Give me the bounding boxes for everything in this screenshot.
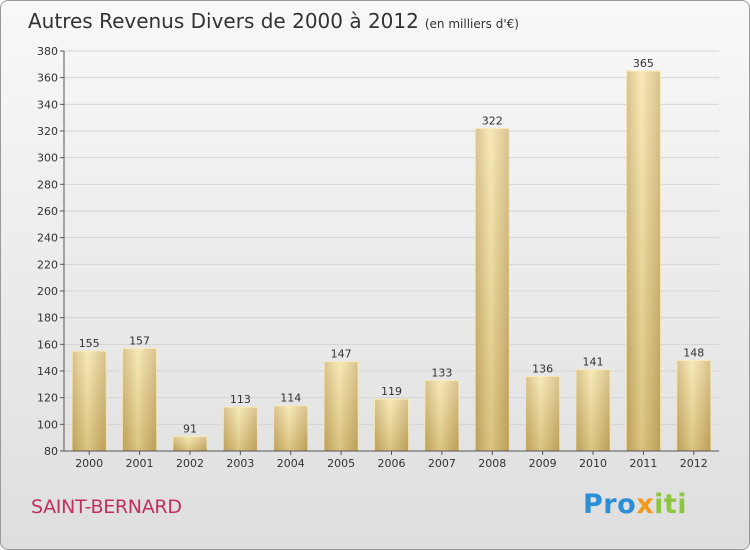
y-tick-label: 140 xyxy=(37,365,58,378)
x-tick-label: 2007 xyxy=(428,457,456,470)
bar-shade xyxy=(223,407,258,451)
x-tick-label: 2003 xyxy=(226,457,254,470)
bar-shade xyxy=(576,369,611,451)
chart-title-text: Autres Revenus Divers de 2000 à 2012 xyxy=(28,9,419,33)
chart-subtitle: (en milliers d'€) xyxy=(424,17,519,31)
logo-letter: o xyxy=(617,489,637,520)
y-tick-label: 240 xyxy=(37,232,58,245)
bar-value-label: 155 xyxy=(79,337,100,350)
bar-shade xyxy=(525,376,560,451)
logo-letter: P xyxy=(583,489,604,520)
bar-value-label: 141 xyxy=(583,356,604,369)
x-tick-label: 2005 xyxy=(327,457,355,470)
bar-value-label: 147 xyxy=(331,348,352,361)
bar-shade xyxy=(374,399,409,451)
bar-value-label: 322 xyxy=(482,114,503,127)
y-tick-label: 120 xyxy=(37,392,58,405)
bar-layer: 155 157 91 113 114 147 119 133 322 136 141 365 148 xyxy=(71,57,712,452)
bar-shade xyxy=(273,405,308,451)
y-tick-label: 100 xyxy=(37,418,58,431)
y-tick-label: 260 xyxy=(37,205,58,218)
y-tick-label: 220 xyxy=(37,258,58,271)
bar-value-label: 91 xyxy=(183,422,197,435)
y-tick-label: 160 xyxy=(37,338,58,351)
x-tick-label: 2008 xyxy=(478,457,506,470)
bar-shade xyxy=(475,128,510,451)
bar-shade xyxy=(324,361,359,451)
x-tick-label: 2002 xyxy=(176,457,204,470)
bar-shade xyxy=(676,360,711,451)
y-tick-label: 320 xyxy=(37,125,58,138)
bar-value-label: 365 xyxy=(633,57,654,70)
y-tick-label: 80 xyxy=(44,445,58,458)
y-tick-label: 280 xyxy=(37,178,58,191)
x-tick-label: 2000 xyxy=(75,457,103,470)
x-tick-label: 2012 xyxy=(680,457,708,470)
logo-letter: i xyxy=(654,489,664,520)
bar-shade xyxy=(172,436,207,451)
proxiti-logo[interactable]: Proxiti xyxy=(583,489,687,520)
bar-value-label: 119 xyxy=(381,385,402,398)
logo-letter: t xyxy=(663,489,678,520)
bar-value-label: 114 xyxy=(280,392,301,405)
axis-layer: 80 100 120 140 160 180 200 220 240 260 280 300 320 34… xyxy=(37,45,719,470)
y-tick-label: 200 xyxy=(37,285,58,298)
bar-shade xyxy=(72,351,107,451)
x-tick-label: 2001 xyxy=(126,457,154,470)
bar-value-label: 136 xyxy=(532,362,553,375)
x-tick-label: 2009 xyxy=(529,457,557,470)
y-tick-label: 300 xyxy=(37,152,58,165)
y-tick-label: 360 xyxy=(37,72,58,85)
logo-letter: r xyxy=(603,489,618,520)
logo-letter: i xyxy=(677,489,688,520)
y-tick-label: 380 xyxy=(37,45,58,58)
y-tick-label: 340 xyxy=(37,98,58,111)
y-tick-label: 180 xyxy=(37,312,58,325)
x-tick-label: 2004 xyxy=(277,457,305,470)
chart-title: Autres Revenus Divers de 2000 à 2012 (en … xyxy=(28,9,519,33)
bar-value-label: 148 xyxy=(683,346,704,359)
logo-letter: x xyxy=(636,489,655,520)
bar-shade xyxy=(424,380,459,451)
bar-value-label: 133 xyxy=(431,366,452,379)
x-tick-label: 2006 xyxy=(378,457,406,470)
x-tick-label: 2011 xyxy=(629,457,657,470)
bar-value-label: 157 xyxy=(129,334,150,347)
bar-shade xyxy=(122,348,157,451)
x-tick-label: 2010 xyxy=(579,457,607,470)
bar-value-label: 113 xyxy=(230,393,251,406)
commune-name: SAINT-BERNARD xyxy=(31,496,182,518)
bar-shade xyxy=(626,71,661,451)
